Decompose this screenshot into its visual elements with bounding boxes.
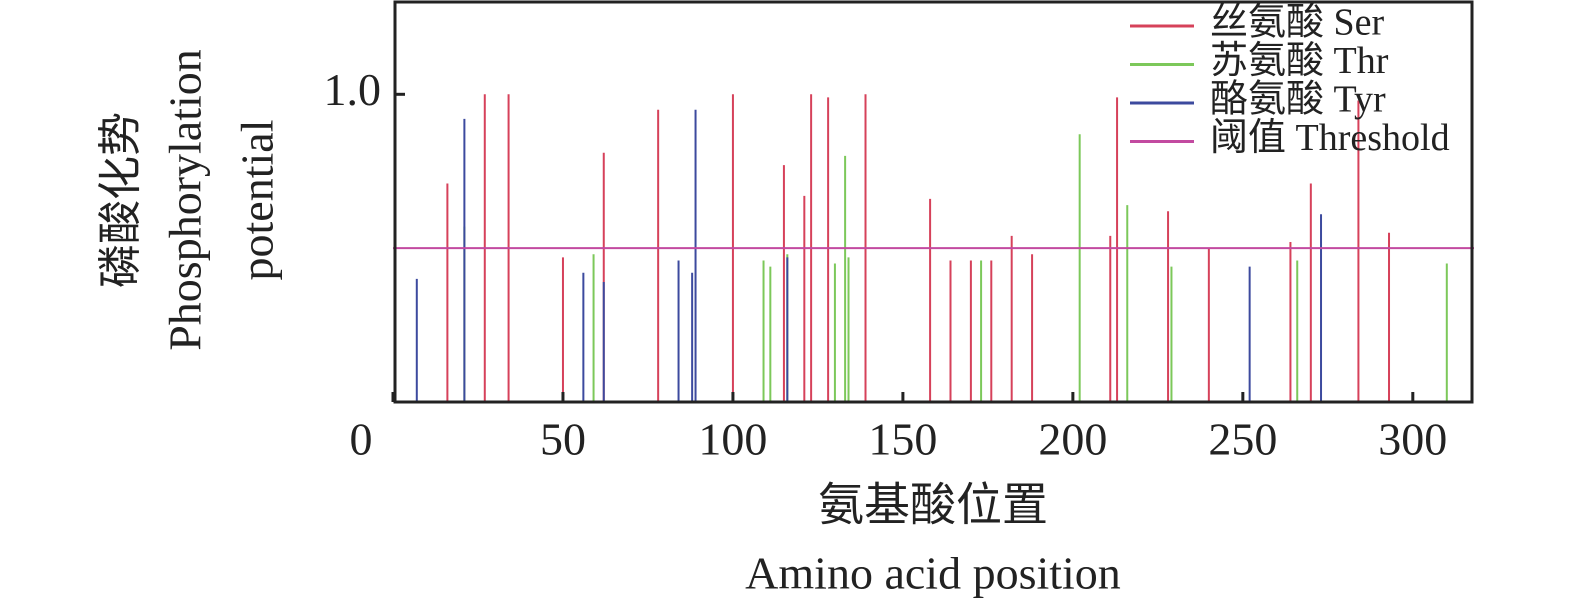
x-tick-label: 150 (868, 414, 937, 465)
x-axis-label: 氨基酸位置 (818, 480, 1048, 531)
legend-label: 苏氨酸 Thr (1210, 40, 1389, 82)
y-axis-label: potential (232, 120, 283, 281)
legend-label: 丝氨酸 Ser (1210, 2, 1385, 44)
x-tick-label: 250 (1208, 414, 1277, 465)
y-axis-label: Phosphorylation (160, 49, 211, 351)
x-tick-label: 0 (350, 414, 373, 465)
legend-label: 阈值 Threshold (1210, 117, 1450, 159)
y-axis-label: 磷酸化势 (96, 112, 145, 288)
x-tick-label: 300 (1378, 414, 1447, 465)
x-axis-label: Amino acid position (745, 548, 1121, 599)
plot-frame (393, 0, 1474, 404)
x-tick-label: 100 (698, 414, 767, 465)
legend-label: 酪氨酸 Tyr (1210, 79, 1386, 121)
x-tick-label: 200 (1038, 414, 1107, 465)
y-tick-label: 1.0 (324, 64, 382, 115)
x-tick-label: 50 (540, 414, 586, 465)
